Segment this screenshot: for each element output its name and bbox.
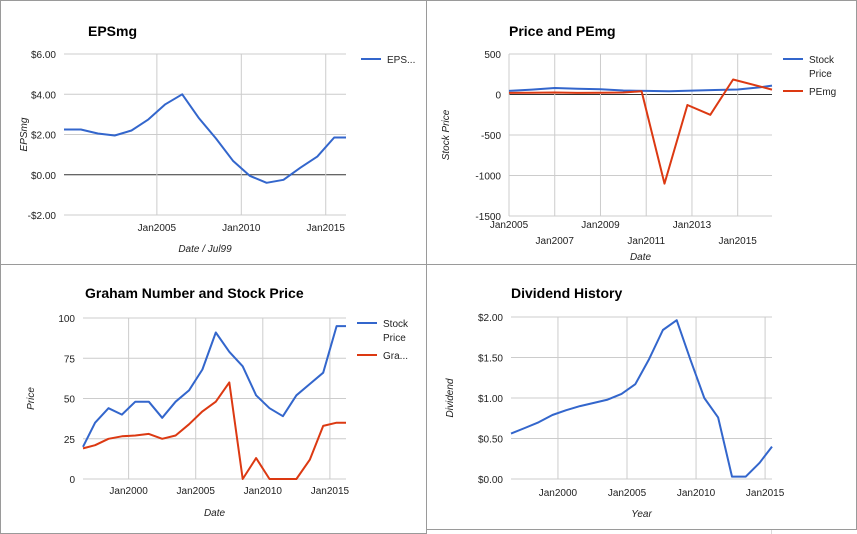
y-axis-label: Dividend [445,378,456,417]
x-tick-label: Jan2005 [138,223,177,234]
x-tick-label: Jan2015 [311,486,350,497]
legend-label: PEmg [809,87,836,98]
y-tick-label: 75 [64,354,76,365]
x-tick-label: Jan2011 [627,236,665,247]
chart-title: Graham Number and Stock Price [85,285,304,301]
graham-chart: Graham Number and Stock Price 0 25 50 75 100 J… [26,285,409,519]
chart-panel-dividend[interactable]: Dividend History $0.00 $0.50 $1.00 $1.50 $2.0… [426,264,857,530]
y-tick-label: 0 [495,91,501,102]
y-tick-label: 500 [484,50,501,61]
series-line-0 [510,319,773,478]
x-tick-label: Jan2010 [222,223,261,234]
x-tick-label: Jan2010 [244,486,283,497]
y-axis-label: Price [26,387,37,410]
x-axis-label: Date [630,252,652,263]
y-axis-label: EPSmg [19,117,30,151]
y-tick-label: $0.00 [478,475,503,486]
y-tick-label: $4.00 [31,90,56,101]
x-tick-label: Jan2015 [746,488,785,499]
y-tick-label: $2.00 [31,131,56,142]
x-tick-label: Jan2013 [673,220,712,231]
y-tick-label: 100 [58,314,75,325]
x-tick-label: Jan2015 [719,236,758,247]
x-tick-label: Jan2000 [539,488,578,499]
y-tick-label: 50 [64,395,76,406]
y-tick-label: $6.00 [31,50,56,61]
legend-label: Gra... [383,351,408,362]
legend-label: Stock Price [383,319,409,344]
x-tick-label: Jan2009 [581,220,620,231]
x-axis-label: Date [204,508,226,519]
legend-label: EPS... [387,55,415,66]
y-tick-label: -1500 [475,212,501,223]
chart-title: Dividend History [511,285,622,301]
chart-title: EPSmg [88,23,137,39]
x-tick-label: Jan2005 [177,486,216,497]
legend-label: Stock Price [809,55,835,80]
x-tick-label: Jan2010 [677,488,716,499]
chart-title: Price and PEmg [509,23,616,39]
epsmg-chart: EPSmg -$2.00 $0.00 $2.00 $4.00 $6.00 Jan2005 Ja… [19,23,415,255]
x-tick-label: Jan2005 [490,220,529,231]
y-tick-label: 0 [69,475,75,486]
dividend-chart: Dividend History $0.00 $0.50 $1.00 $1.50 $2.0… [445,285,785,520]
y-tick-label: 25 [64,435,76,446]
y-tick-label: -1000 [475,172,501,183]
series-line-0 [508,84,773,93]
y-tick-label: $0.50 [478,435,503,446]
x-axis-label: Year [631,509,652,520]
chart-panel-graham[interactable]: Graham Number and Stock Price 0 25 50 75 100 J… [0,264,427,534]
series-line-1 [82,381,346,480]
chart-panel-epsmg[interactable]: EPSmg -$2.00 $0.00 $2.00 $4.00 $6.00 Jan2005 Ja… [0,0,427,265]
x-tick-label: Jan2015 [307,223,346,234]
y-tick-label: $1.50 [478,354,503,365]
x-axis-label: Date / Jul99 [178,244,232,255]
y-tick-label: -$2.00 [28,211,57,222]
price-pemg-chart: Price and PEmg -1500 -1000 -500 0 500 Jan2005 J… [441,23,836,263]
x-tick-label: Jan2007 [536,236,575,247]
series-line-1 [508,78,773,185]
y-tick-label: $2.00 [478,313,503,324]
y-tick-label: -500 [481,131,501,142]
y-tick-label: $1.00 [478,394,503,405]
chart-panel-price-pemg[interactable]: Price and PEmg -1500 -1000 -500 0 500 Jan2005 J… [426,0,857,265]
y-tick-label: $0.00 [31,171,56,182]
x-tick-label: Jan2000 [109,486,148,497]
y-axis-label: Stock Price [441,109,452,160]
series-line-0 [82,325,346,448]
x-tick-label: Jan2005 [608,488,647,499]
series-line-0 [64,93,346,184]
